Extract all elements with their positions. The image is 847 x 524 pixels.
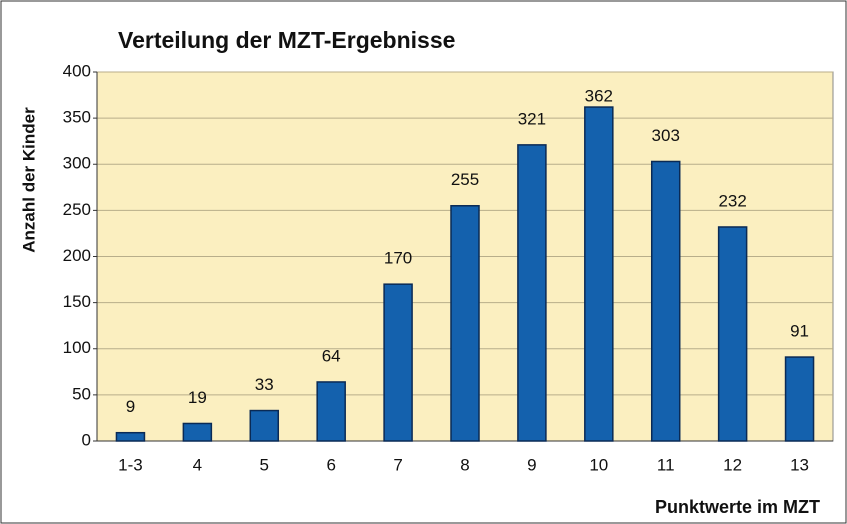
data-label: 362	[585, 87, 613, 106]
data-label: 64	[322, 346, 341, 365]
bar	[249, 409, 280, 442]
bar	[650, 160, 681, 442]
x-tick-label: 12	[723, 455, 742, 474]
data-label: 255	[451, 170, 479, 189]
x-tick-label: 10	[589, 455, 608, 474]
bar	[717, 226, 748, 442]
x-tick-label: 1-3	[118, 455, 143, 474]
x-tick-label: 5	[260, 455, 269, 474]
y-tick-label: 350	[63, 108, 91, 127]
bar	[784, 356, 815, 442]
x-tick-label: 13	[790, 455, 809, 474]
data-label: 321	[518, 109, 546, 128]
data-label: 19	[188, 388, 207, 407]
bar	[182, 422, 213, 442]
y-tick-label: 0	[82, 430, 91, 449]
x-tick-label: 11	[657, 455, 675, 474]
x-tick-label: 6	[326, 455, 335, 474]
data-label: 303	[652, 126, 680, 145]
y-tick-label: 400	[63, 61, 91, 80]
bar	[316, 381, 346, 442]
x-tick-label: 7	[393, 455, 402, 474]
data-label: 9	[126, 397, 135, 416]
data-label: 91	[790, 322, 809, 341]
y-tick-label: 200	[63, 246, 91, 265]
bar	[517, 144, 547, 442]
data-label: 170	[384, 249, 412, 268]
data-label: 232	[718, 191, 746, 210]
x-tick-label: 8	[460, 455, 469, 474]
bar	[383, 283, 413, 442]
y-tick-label: 150	[63, 292, 91, 311]
data-label: 33	[255, 375, 274, 394]
bar	[584, 106, 614, 442]
y-tick-label: 250	[63, 200, 91, 219]
y-axis-label: Anzahl der Kinder	[19, 107, 38, 253]
y-tick-label: 50	[72, 384, 91, 403]
bar	[115, 431, 146, 442]
y-tick-label: 300	[63, 154, 91, 173]
x-tick-label: 9	[527, 455, 536, 474]
y-tick-label: 100	[63, 338, 91, 357]
x-axis-label: Punktwerte im MZT	[655, 497, 820, 517]
x-tick-label: 4	[193, 455, 202, 474]
bar	[450, 205, 480, 442]
chart-title: Verteilung der MZT-Ergebnisse	[118, 27, 455, 53]
